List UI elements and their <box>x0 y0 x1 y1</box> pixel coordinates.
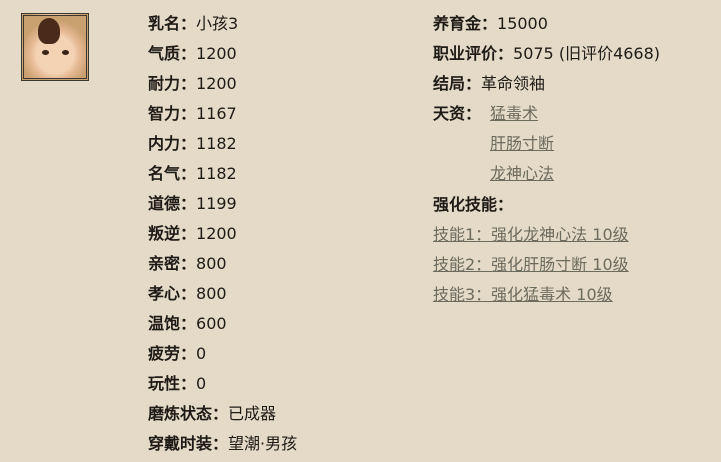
rating-value: 5075 (旧评价4668) <box>513 44 661 63</box>
stat-row: 乳名：小孩3 <box>148 12 238 36</box>
stat-row: 玩性：0 <box>148 372 206 396</box>
stat-value: 望潮·男孩 <box>228 434 298 453</box>
stat-row: 气质：1200 <box>148 42 237 66</box>
stat-label: 孝心： <box>148 284 197 303</box>
funds-label: 养育金： <box>433 14 498 33</box>
stat-label: 磨炼状态： <box>148 404 229 423</box>
stat-value: 小孩3 <box>196 14 239 33</box>
stat-value: 800 <box>196 284 227 303</box>
stat-label: 乳名： <box>148 14 197 33</box>
skill-link[interactable]: 技能2：强化肝肠寸断 10级 <box>433 255 629 274</box>
ending-label: 结局： <box>433 74 482 93</box>
stat-value: 0 <box>196 374 207 393</box>
stat-row: 磨炼状态：已成器 <box>148 402 276 426</box>
ending-row: 结局：革命领袖 <box>433 72 545 96</box>
rating-row: 职业评价：5075 (旧评价4668) <box>433 42 660 66</box>
stat-label: 疲劳： <box>148 344 197 363</box>
stat-value: 1200 <box>196 74 237 93</box>
stat-label: 道德： <box>148 194 197 213</box>
stat-row: 温饱：600 <box>148 312 227 336</box>
stat-row: 疲劳：0 <box>148 342 206 366</box>
stat-label: 穿戴时装： <box>148 434 229 453</box>
stat-row: 内力：1182 <box>148 132 237 156</box>
skill-link[interactable]: 技能3：强化猛毒术 10级 <box>433 285 613 304</box>
stat-value: 600 <box>196 314 227 333</box>
stat-row: 叛逆：1200 <box>148 222 237 246</box>
stat-label: 气质： <box>148 44 197 63</box>
stat-row: 亲密：800 <box>148 252 227 276</box>
rating-label: 职业评价： <box>433 44 514 63</box>
stat-value: 已成器 <box>228 404 277 423</box>
avatar-eye <box>42 50 49 55</box>
stat-row: 穿戴时装：望潮·男孩 <box>148 432 297 456</box>
stat-row: 耐力：1200 <box>148 72 237 96</box>
stat-value: 1199 <box>196 194 237 213</box>
funds-row: 养育金：15000 <box>433 12 548 36</box>
stat-row: 孝心：800 <box>148 282 227 306</box>
stat-value: 1167 <box>196 104 237 123</box>
avatar-eye <box>62 50 69 55</box>
stat-label: 玩性： <box>148 374 197 393</box>
stat-label: 亲密： <box>148 254 197 273</box>
stat-value: 800 <box>196 254 227 273</box>
stat-label: 名气： <box>148 164 197 183</box>
stat-value: 1182 <box>196 164 237 183</box>
stat-value: 1200 <box>196 44 237 63</box>
stat-label: 内力： <box>148 134 197 153</box>
funds-value: 15000 <box>497 14 548 33</box>
stat-label: 叛逆： <box>148 224 197 243</box>
talent-label: 天资： <box>433 104 482 123</box>
stat-value: 0 <box>196 344 207 363</box>
stat-row: 智力：1167 <box>148 102 237 126</box>
avatar-hair <box>38 18 60 44</box>
stat-row: 道德：1199 <box>148 192 237 216</box>
talent-link[interactable]: 龙神心法 <box>490 164 555 183</box>
stat-label: 温饱： <box>148 314 197 333</box>
stat-value: 1200 <box>196 224 237 243</box>
stat-label: 耐力： <box>148 74 197 93</box>
stat-label: 智力： <box>148 104 197 123</box>
skills-label: 强化技能： <box>433 195 514 214</box>
talent-link[interactable]: 猛毒术 <box>490 104 539 123</box>
stat-row: 名气：1182 <box>148 162 237 186</box>
ending-value: 革命领袖 <box>481 74 546 93</box>
stat-value: 1182 <box>196 134 237 153</box>
skill-link[interactable]: 技能1：强化龙神心法 10级 <box>433 225 629 244</box>
talent-link[interactable]: 肝肠寸断 <box>490 134 555 153</box>
child-avatar <box>21 13 89 81</box>
